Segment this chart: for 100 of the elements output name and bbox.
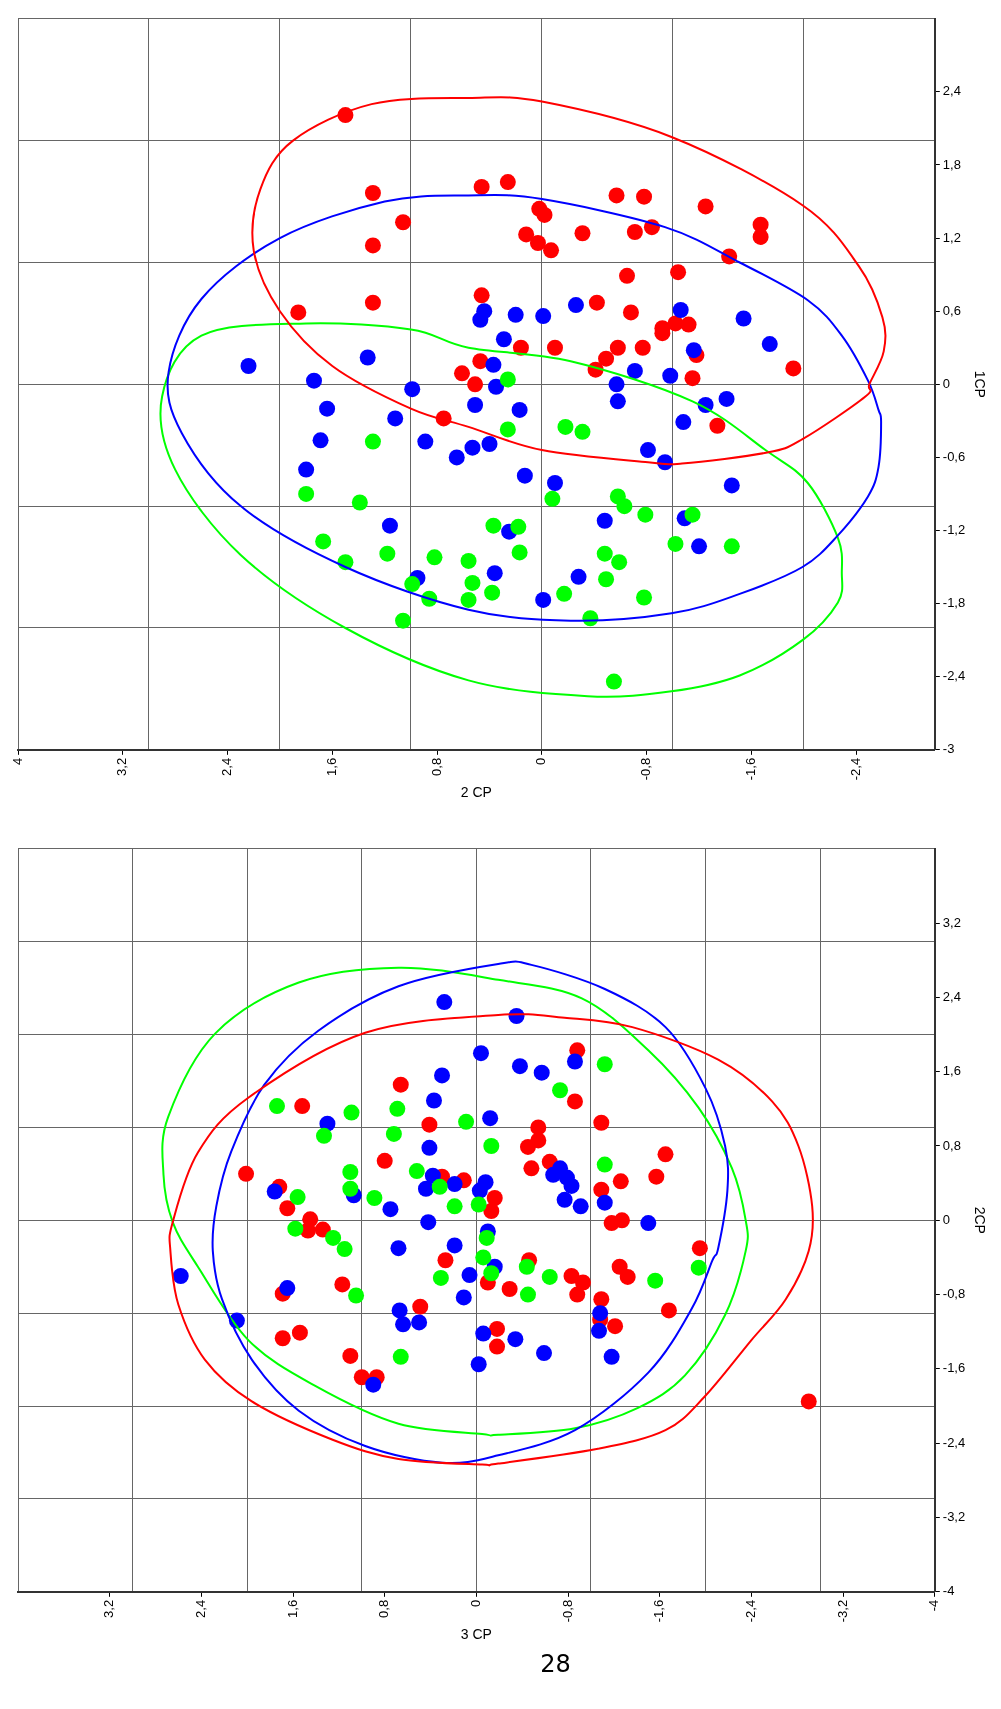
x-tick-label: 2,4 [219,757,235,776]
point [616,498,633,515]
point [417,1180,434,1197]
point [342,1164,359,1181]
point [315,1127,332,1144]
point [364,294,381,311]
point [240,358,257,375]
point [761,336,778,353]
point [420,1214,437,1231]
y-tick-label: -2,4 [942,668,966,684]
point [667,535,684,552]
point [718,390,735,407]
point [545,1166,562,1183]
point [486,565,503,582]
point [467,376,484,393]
point [608,187,625,204]
point [353,1369,370,1386]
point [563,1268,580,1285]
point [279,1280,296,1297]
point [315,533,332,550]
point [510,518,527,535]
point [640,1215,657,1232]
point [530,1119,547,1136]
point [364,237,381,254]
point [533,1064,550,1081]
point [684,506,701,523]
point [557,418,574,435]
point [336,1241,353,1258]
y-axis-title: 1CP [971,370,988,398]
point [535,591,552,608]
point [446,1176,463,1193]
point [588,294,605,311]
point [446,1198,463,1215]
y-tick-label: -3,2 [942,1509,966,1525]
point [473,178,490,195]
point [458,1113,475,1130]
y-tick-label: 3,2 [942,914,961,930]
point [612,1173,629,1190]
point [411,1314,428,1331]
y-tick-label: 0 [942,375,951,391]
point [392,1076,409,1093]
point [404,381,421,398]
point [566,1093,583,1110]
point [639,442,656,459]
point [421,1116,438,1133]
point [381,517,398,534]
point [570,568,587,585]
point [470,1356,487,1373]
point [472,1045,489,1062]
point [546,474,563,491]
point [499,371,516,388]
point [436,994,453,1011]
x-tick-label: -1,6 [743,757,759,781]
y-tick-label: 2,4 [942,988,961,1004]
point [574,423,591,440]
point [518,1258,535,1275]
point [426,549,443,566]
point [482,1110,499,1127]
point [364,433,381,450]
point [596,545,613,562]
point [446,1237,463,1254]
point [675,414,692,431]
x-tick-label: -2,4 [743,1599,759,1623]
point [691,538,708,555]
point [366,1190,383,1207]
y-tick-label: 1,6 [942,1063,961,1079]
point [298,461,315,478]
point [605,673,622,690]
point [684,370,701,387]
point [596,1056,613,1073]
point [598,350,615,367]
point [511,1058,528,1075]
point [596,1194,613,1211]
point [593,1114,610,1131]
point [609,393,626,410]
point [529,234,546,251]
point [382,1201,399,1218]
point [287,1220,304,1237]
x-axis-title: 3 CP [460,1626,492,1643]
y-tick-label: -0,6 [942,448,966,464]
point [342,1180,359,1197]
point [238,1165,255,1182]
x-tick-label: -2,4 [847,757,863,781]
point [472,353,489,370]
point [499,421,516,438]
point [461,1267,478,1284]
x-tick-label: 3,2 [114,757,130,776]
point [385,1125,402,1142]
point [672,301,689,318]
point [626,224,643,241]
point [637,506,654,523]
point [294,1098,311,1115]
point [467,397,484,414]
point [569,1286,586,1303]
point [523,1160,540,1177]
point [279,1200,296,1217]
x-tick-label: -4 [926,1599,942,1612]
point [485,356,502,373]
point [636,188,653,205]
y-tick-label: -3 [942,741,955,757]
